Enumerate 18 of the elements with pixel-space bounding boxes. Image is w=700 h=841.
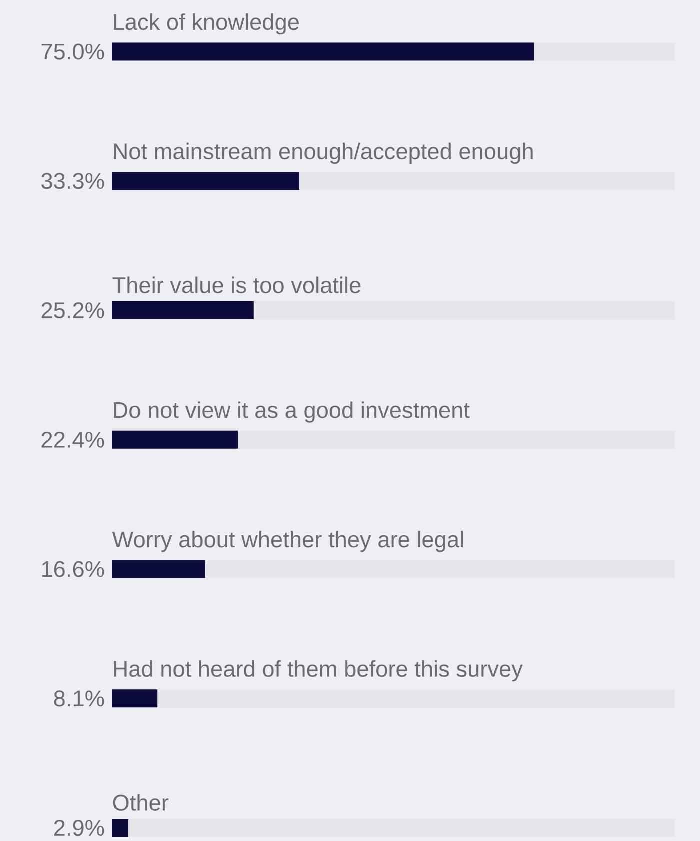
data-label: 16.6%: [42, 561, 104, 578]
y-tick-label: Other: [113, 794, 169, 811]
bar: [112, 819, 128, 838]
data-label: 75.0%: [42, 44, 104, 60]
y-tick-label: Their value is too volatile: [112, 276, 361, 294]
y-tick-label: Worry about whether they are legal: [112, 531, 464, 552]
data-label: 2.9%: [54, 820, 104, 836]
bar: [112, 560, 206, 578]
bar: [112, 690, 158, 708]
data-label: 8.1%: [54, 690, 104, 707]
bar: [112, 430, 238, 449]
data-label: 22.4%: [42, 432, 104, 448]
data-label: 25.2%: [42, 302, 104, 319]
data-label: 33.3%: [42, 173, 104, 190]
y-tick-label: Not mainstream enough/accepted enough: [114, 142, 533, 164]
y-tick-label: Lack of knowledge: [114, 14, 299, 35]
y-tick-label: Do not view it as a good investment: [114, 402, 470, 423]
y-tick-label: Had not heard of them before this survey: [114, 660, 523, 682]
